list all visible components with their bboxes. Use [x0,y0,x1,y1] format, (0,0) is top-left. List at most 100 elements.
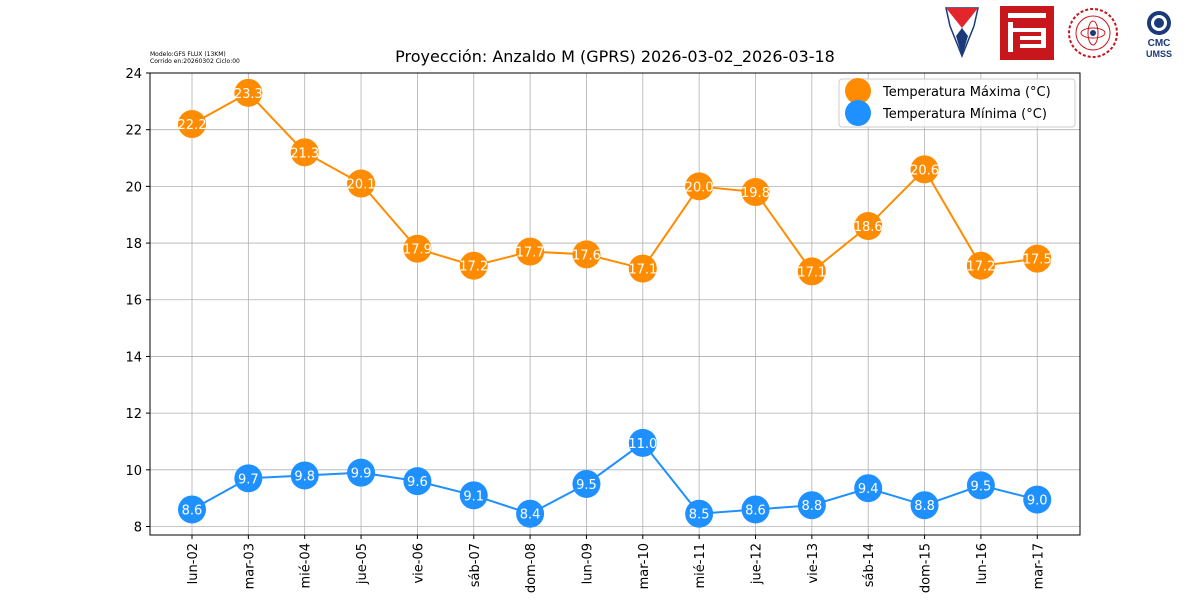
data-label: 17.2 [966,260,995,275]
x-tick-label: mar-03 [242,543,257,589]
data-point [797,257,826,286]
y-tick-label: 16 [125,294,142,309]
cmc-umss-logo: CMC UMSS [1138,6,1180,59]
data-label: 9.4 [858,482,879,497]
data-label: 23.3 [234,87,263,102]
x-tick-label: lun-02 [186,543,201,584]
data-label: 8.8 [802,499,823,514]
data-label: 20.0 [685,180,714,195]
data-label: 18.6 [854,220,883,235]
y-tick-label: 24 [125,67,142,82]
x-tick-label: mar-17 [1031,543,1046,589]
data-point [685,172,714,201]
legend-marker [845,78,871,104]
data-label: 11.0 [628,437,657,452]
x-tick-label: lun-16 [975,543,990,584]
data-label: 9.5 [971,479,992,494]
cmc-logo-label: CMC [1147,38,1171,49]
data-label: 8.6 [182,503,203,518]
data-point [1023,244,1052,273]
data-point [854,212,883,241]
y-tick-label: 22 [125,124,142,139]
data-label: 9.0 [1027,494,1048,509]
data-label: 9.9 [351,467,372,482]
x-tick-label: sáb-14 [862,543,877,587]
grid [150,72,1080,535]
x-tick-label: jue-12 [750,543,765,585]
data-label: 9.5 [576,478,597,493]
data-point [741,495,770,524]
x-tick-label: lun-09 [580,543,595,584]
model-info-line2: Corrido en:20260302 Ciclo:00 [150,58,240,65]
legend-label: Temperatura Máxima (°C) [882,85,1051,100]
legend-label: Temperatura Mínima (°C) [882,107,1047,122]
data-point [966,251,995,280]
data-point [910,491,939,520]
x-tick-label: dom-15 [919,543,934,593]
legend-box [838,78,1076,128]
x-tick-label: vie-13 [806,543,821,584]
data-label: 17.9 [403,243,432,258]
umss-shield-logo [944,6,980,62]
data-label: 19.8 [741,186,770,201]
data-point [572,469,601,498]
data-label: 20.6 [910,163,939,178]
data-label: 17.2 [459,260,488,275]
data-label: 9.6 [407,475,428,490]
data-point [459,251,488,280]
x-tick-label: vie-06 [411,543,426,584]
data-point [347,458,376,487]
data-point [178,110,206,139]
data-point [854,474,883,503]
data-label: 9.1 [463,489,484,504]
faculty-logo [1000,6,1054,64]
y-tick-label: 12 [125,407,142,422]
data-label: 9.7 [238,472,259,487]
x-tick-label: mié-04 [299,543,314,589]
data-point [403,234,432,263]
series: 22.2 23.3 21.3 20.1 17.9 17.2 17.7 17.6 17.1 20.0… [178,78,1052,528]
series-max: 22.2 23.3 21.3 20.1 17.9 17.2 17.7 17.6 17.1 20.0… [178,78,1052,286]
legend[interactable]: Temperatura Máxima (°C) Temperatura Mínim… [838,78,1076,128]
model-info: Modelo:GFS FLUX (13KM) Corrido en:202603… [150,51,240,65]
data-point [572,240,601,269]
data-point [685,499,714,528]
axes: lun-02 mar-03 mié-04 jue-05 vie-06 sáb-07 dom-… [125,67,1046,593]
data-point [178,495,206,524]
series-line [191,91,1038,273]
data-point [459,481,488,510]
data-point [1023,485,1052,514]
data-point [403,467,432,496]
data-point [347,169,376,198]
x-tick-label: dom-08 [524,543,539,593]
data-label: 22.2 [178,118,207,133]
y-tick-label: 18 [125,237,142,252]
data-label: 8.5 [689,508,710,523]
data-label: 21.3 [290,146,319,161]
plot-frame [149,72,1081,536]
data-label: 8.4 [520,508,541,523]
data-point [910,155,939,184]
data-point [234,464,263,493]
data-label: 17.6 [572,248,601,263]
data-point [797,491,826,520]
data-point [628,428,657,457]
series-line [191,441,1038,515]
data-point [516,499,545,528]
y-tick-label: 10 [125,464,142,479]
y-tick-label: 14 [125,350,142,365]
data-point [290,461,319,490]
data-label: 17.1 [797,265,826,280]
data-label: 20.1 [347,178,376,193]
x-tick-label: jue-05 [355,543,370,585]
x-tick-label: mar-10 [637,543,652,589]
data-point [290,138,319,167]
data-label: 9.8 [294,469,315,484]
data-label: 8.6 [745,503,766,518]
series-min: 8.6 9.7 9.8 9.9 9.6 9.1 8.4 9.5 11.0 8.5 8.6 8.8 9.4… [178,428,1052,528]
seal-logo [1066,6,1120,64]
chart-title: Proyección: Anzaldo M (GPRS) 2026-03-02_… [395,47,835,66]
data-point [628,254,657,283]
legend-marker [845,100,871,126]
